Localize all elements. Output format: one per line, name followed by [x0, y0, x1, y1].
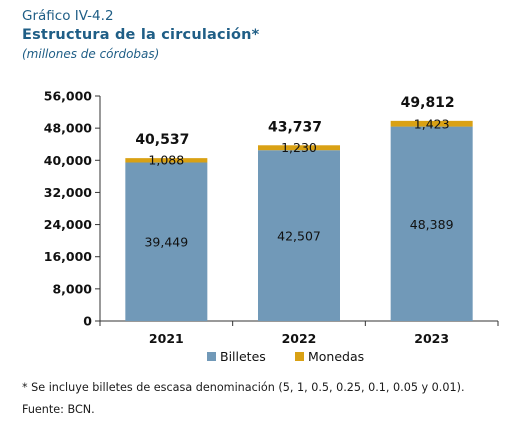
chart-title: Estructura de la circulación* [22, 27, 260, 43]
bar-monedas-2023 [390, 120, 473, 127]
y-tick-label: 40,000 [44, 153, 93, 168]
chart-footer: * Se incluye billetes de escasa denomina… [22, 378, 465, 420]
stacked-bar-chart: 0 8,000 16,000 24,000 32,000 40,000 48,000 56,0… [44, 89, 499, 364]
bar-billetes-2023 [390, 126, 473, 321]
bar-monedas-2021 [125, 158, 208, 163]
x-category-label: 2022 [282, 331, 317, 346]
x-category-label: 2021 [149, 331, 184, 346]
data-label-monedas-2021: 1,088 [148, 152, 184, 167]
chart-header: Gráfico IV-4.2 Estructura de la circulac… [22, 8, 259, 63]
y-tick-label: 32,000 [44, 185, 93, 200]
legend-label-monedas: Monedas [308, 349, 364, 364]
footnote: * Se incluye billetes de escasa denomina… [22, 381, 465, 394]
data-label-billetes-2023: 48,389 [410, 217, 454, 232]
y-tick-label: 16,000 [44, 249, 93, 264]
x-category-label: 2023 [414, 331, 449, 346]
total-label-2022: 43,737 [268, 119, 322, 135]
data-label-monedas-2023: 1,423 [414, 117, 450, 132]
bar-monedas-2022 [258, 145, 340, 151]
data-label-billetes-2022: 42,507 [277, 229, 321, 244]
y-tick-label: 8,000 [52, 281, 92, 296]
bar-billetes-2022 [258, 150, 340, 321]
y-tick-label: 56,000 [44, 89, 93, 104]
source-note: Fuente: BCN. [22, 403, 95, 416]
y-tick-label: 48,000 [44, 121, 93, 136]
legend-swatch-billetes [207, 352, 216, 361]
y-tick-label: 0 [83, 314, 92, 329]
data-label-monedas-2022: 1,230 [281, 140, 317, 155]
total-label-2023: 49,812 [401, 95, 455, 111]
data-label-billetes-2021: 39,449 [144, 235, 188, 250]
bar-billetes-2021 [125, 162, 208, 321]
y-tick-label: 24,000 [44, 217, 93, 232]
chart-subtitle: (millones de córdobas) [22, 47, 160, 61]
total-label-2021: 40,537 [135, 132, 189, 148]
figure-label: Gráfico IV-4.2 [22, 8, 114, 24]
legend-swatch-monedas [295, 352, 304, 361]
legend-label-billetes: Billetes [220, 349, 266, 364]
